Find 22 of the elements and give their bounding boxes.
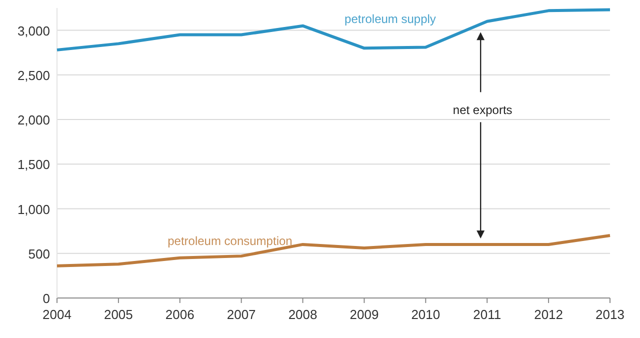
x-tick-label: 2006 bbox=[165, 307, 194, 322]
y-tick-label: 0 bbox=[42, 291, 50, 306]
annotation: net exports bbox=[452, 103, 512, 118]
x-tick-label: 2009 bbox=[350, 307, 379, 322]
series-label: petroleum supply bbox=[344, 12, 436, 26]
x-tick-label: 2004 bbox=[42, 307, 72, 322]
y-tick-label: 500 bbox=[28, 246, 50, 262]
x-tick-label: 2005 bbox=[104, 307, 133, 322]
y-tick-label: 2,000 bbox=[17, 112, 50, 128]
y-tick-label: 2,500 bbox=[17, 68, 50, 83]
x-tick-label: 2012 bbox=[534, 307, 564, 322]
y-tick-label: 1,000 bbox=[17, 202, 50, 217]
y-tick-label: 3,000 bbox=[17, 23, 50, 38]
series-label: petroleum consumption bbox=[168, 234, 292, 248]
x-tick-label: 2007 bbox=[226, 307, 256, 322]
y-tick-label: 1,500 bbox=[17, 157, 50, 172]
x-tick-label: 2011 bbox=[473, 307, 502, 322]
line-series bbox=[56, 234, 612, 268]
x-tick-label: 2010 bbox=[411, 307, 440, 322]
x-tick-label: 2008 bbox=[288, 307, 318, 322]
line-series bbox=[56, 8, 612, 52]
x-tick-label: 2013 bbox=[596, 307, 624, 322]
